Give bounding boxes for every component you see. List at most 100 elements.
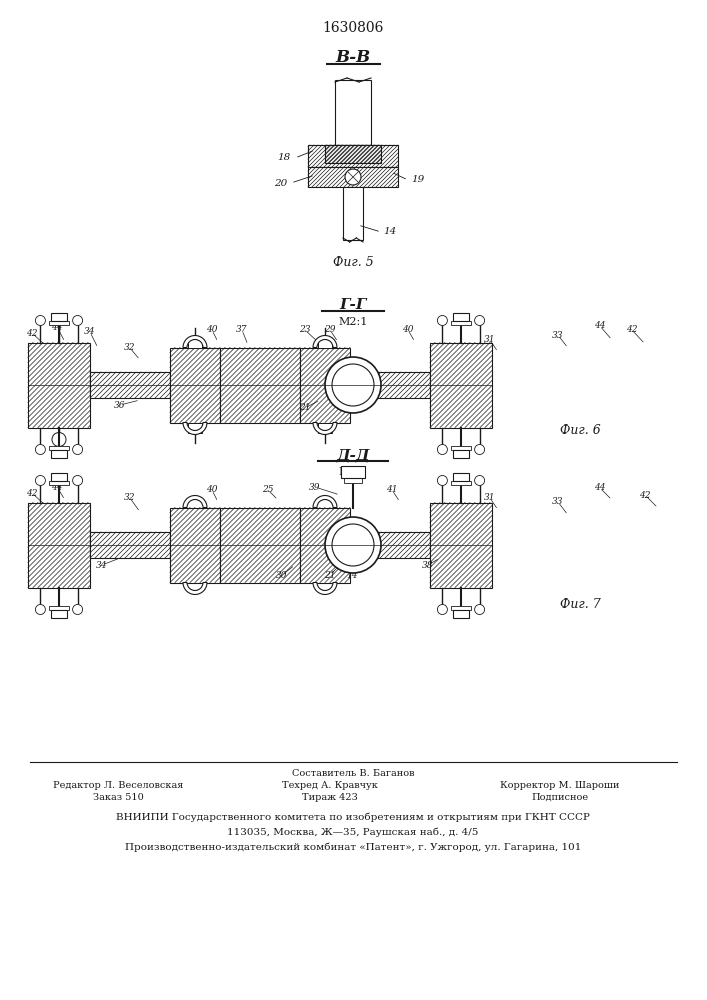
Circle shape (73, 476, 83, 486)
Text: 21: 21 (299, 403, 311, 412)
Circle shape (35, 476, 45, 486)
Wedge shape (183, 336, 207, 348)
Bar (318, 422, 332, 432)
Bar (430, 342, 492, 428)
Text: 44: 44 (51, 483, 63, 491)
Bar (350, 532, 430, 558)
Bar (220, 508, 300, 582)
Text: 44: 44 (595, 322, 606, 330)
Text: 42: 42 (26, 488, 37, 497)
Bar (300, 508, 350, 582)
Bar (335, 80, 371, 145)
Text: 31: 31 (484, 336, 496, 344)
Circle shape (438, 444, 448, 454)
Bar (220, 348, 300, 422)
Text: 25: 25 (262, 486, 274, 494)
Circle shape (73, 604, 83, 614)
Bar (49, 320, 69, 324)
Bar (300, 348, 350, 422)
Text: Тираж 423: Тираж 423 (302, 792, 358, 802)
Text: 34: 34 (96, 560, 107, 570)
Bar (318, 338, 332, 348)
Bar (188, 338, 202, 348)
Circle shape (332, 364, 374, 406)
Circle shape (345, 169, 361, 185)
Bar (430, 342, 492, 428)
Circle shape (325, 357, 381, 413)
Text: Г-Г: Г-Г (339, 298, 367, 312)
Text: 21: 21 (325, 570, 336, 580)
Text: Фиг. 5: Фиг. 5 (332, 255, 373, 268)
Text: 33: 33 (552, 497, 563, 506)
Bar (350, 372, 430, 398)
Text: B-B: B-B (335, 49, 370, 66)
Text: Фиг. 6: Фиг. 6 (560, 424, 600, 436)
Text: 1630806: 1630806 (322, 21, 384, 35)
Text: 39: 39 (309, 483, 321, 491)
Bar (170, 348, 220, 422)
Text: 42: 42 (26, 328, 37, 338)
Bar (350, 532, 430, 558)
Circle shape (35, 604, 45, 614)
Text: 19: 19 (411, 176, 424, 184)
Text: 33: 33 (552, 330, 563, 340)
Text: Корректор М. Шароши: Корректор М. Шароши (501, 780, 620, 790)
Circle shape (438, 476, 448, 486)
Circle shape (474, 476, 484, 486)
Circle shape (474, 316, 484, 326)
Text: 18: 18 (278, 153, 291, 162)
Bar (49, 481, 69, 485)
Bar (170, 508, 220, 582)
Text: Редактор Л. Веселовская: Редактор Л. Веселовская (53, 780, 183, 790)
Bar (51, 609, 67, 617)
Bar (300, 508, 350, 582)
Bar (51, 312, 67, 320)
Bar (451, 446, 471, 450)
Wedge shape (183, 495, 207, 508)
Bar (453, 609, 469, 617)
Circle shape (35, 316, 45, 326)
Text: 32: 32 (124, 344, 136, 353)
Text: 40: 40 (206, 326, 218, 334)
Bar (350, 372, 430, 398)
Wedge shape (183, 422, 207, 434)
Wedge shape (313, 422, 337, 434)
Text: 20: 20 (274, 178, 287, 188)
Wedge shape (313, 495, 337, 508)
Bar (28, 502, 90, 587)
Text: 41: 41 (386, 486, 398, 494)
Bar (28, 502, 90, 587)
Bar (51, 473, 67, 481)
Text: 38: 38 (422, 560, 434, 570)
Text: Составитель В. Баганов: Составитель В. Баганов (292, 768, 414, 778)
Text: Фиг. 7: Фиг. 7 (560, 598, 600, 611)
Text: 37: 37 (236, 326, 247, 334)
Text: 32: 32 (124, 493, 136, 502)
Text: Производственно-издательский комбинат «Патент», г. Ужгород, ул. Гагарина, 101: Производственно-издательский комбинат «П… (125, 842, 581, 852)
Text: M2:1: M2:1 (339, 467, 368, 477)
Text: 30: 30 (276, 570, 288, 580)
Bar (341, 466, 365, 478)
Circle shape (332, 524, 374, 566)
Bar (308, 167, 398, 187)
Bar (325, 145, 381, 163)
Text: 14: 14 (383, 228, 396, 236)
Bar (51, 450, 67, 458)
Bar (308, 167, 398, 187)
Circle shape (52, 432, 66, 446)
Text: 29: 29 (325, 326, 336, 334)
Text: 42: 42 (639, 490, 650, 499)
Bar (430, 502, 492, 587)
Text: ВНИИПИ Государственного комитета по изобретениям и открытиям при ГКНТ СССР: ВНИИПИ Государственного комитета по изоб… (116, 812, 590, 822)
Bar (220, 348, 300, 422)
Text: 40: 40 (402, 326, 414, 334)
Text: 14: 14 (337, 403, 348, 412)
Circle shape (438, 604, 448, 614)
Bar (300, 348, 350, 422)
Wedge shape (183, 582, 207, 594)
Text: Техред А. Кравчук: Техред А. Кравчук (282, 780, 378, 790)
Bar (451, 481, 471, 485)
Text: Подписное: Подписное (532, 792, 588, 802)
Bar (308, 145, 398, 167)
Text: 42: 42 (626, 326, 638, 334)
